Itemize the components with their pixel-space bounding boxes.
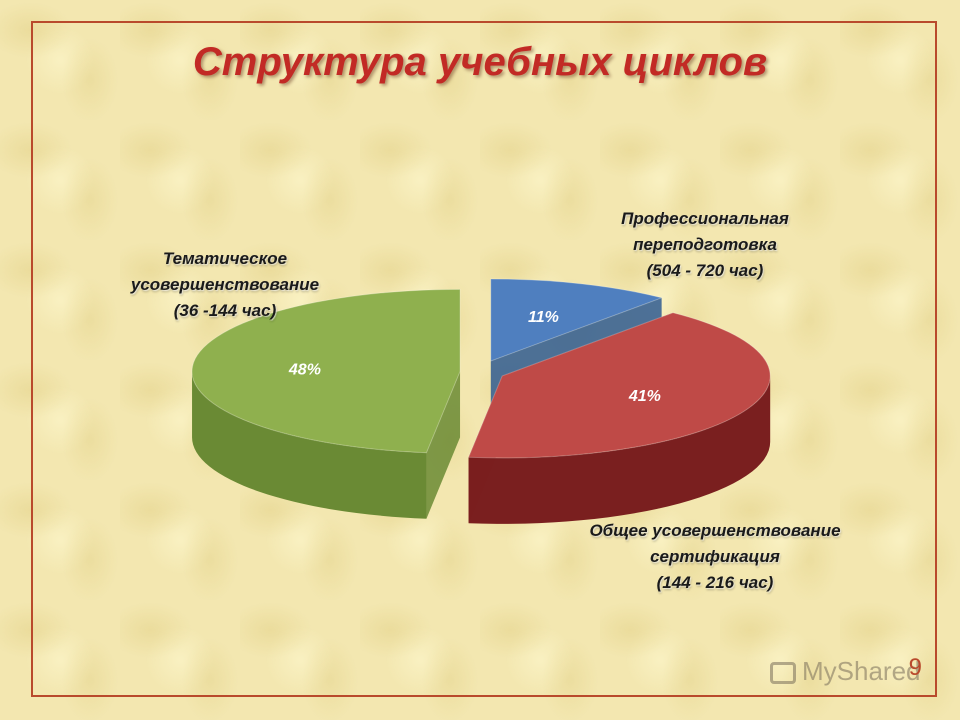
label-thematic: Тематическое усовершенствование (36 -144… bbox=[80, 246, 370, 324]
pie-value-label-1: 41% bbox=[628, 388, 661, 405]
pie-value-label-2: 48% bbox=[288, 361, 321, 378]
watermark-logo-icon bbox=[770, 662, 796, 685]
pie-slice-side-2 bbox=[192, 371, 461, 519]
pie-slice-0 bbox=[490, 278, 664, 362]
label-general-line-3: (144 - 216 час) bbox=[656, 573, 774, 592]
pie-slice-2 bbox=[191, 288, 461, 454]
label-professional-line-3: (504 - 720 час) bbox=[646, 261, 764, 280]
slide-title: Структура учебных циклов bbox=[192, 40, 768, 84]
label-thematic-line-2: усовершенствование bbox=[130, 275, 320, 294]
pie-value-label-0: 11% bbox=[528, 309, 559, 326]
pie-slice-1 bbox=[467, 312, 771, 459]
page-number: 9 bbox=[908, 654, 922, 681]
label-professional-line-1: Профессиональная bbox=[621, 209, 789, 228]
label-professional-line-2: переподготовка bbox=[633, 235, 777, 254]
pie-slice-wall-2 bbox=[192, 371, 427, 519]
pie-slice-cut-2-0 bbox=[426, 371, 461, 519]
label-professional: Профессиональная переподготовка (504 - 7… bbox=[560, 206, 850, 284]
watermark: MyShared bbox=[770, 656, 921, 687]
label-general-line-1: Общее усовершенствование bbox=[589, 521, 841, 540]
label-general: Общее усовершенствование сертификация (1… bbox=[530, 518, 900, 596]
slide-frame bbox=[31, 21, 937, 697]
pie-slice-wall-1 bbox=[468, 375, 771, 524]
label-general-line-2: сертификация bbox=[650, 547, 780, 566]
label-thematic-line-3: (36 -144 час) bbox=[173, 301, 277, 320]
label-thematic-line-1: Тематическое bbox=[162, 249, 288, 268]
watermark-text: MyShared bbox=[802, 656, 921, 686]
